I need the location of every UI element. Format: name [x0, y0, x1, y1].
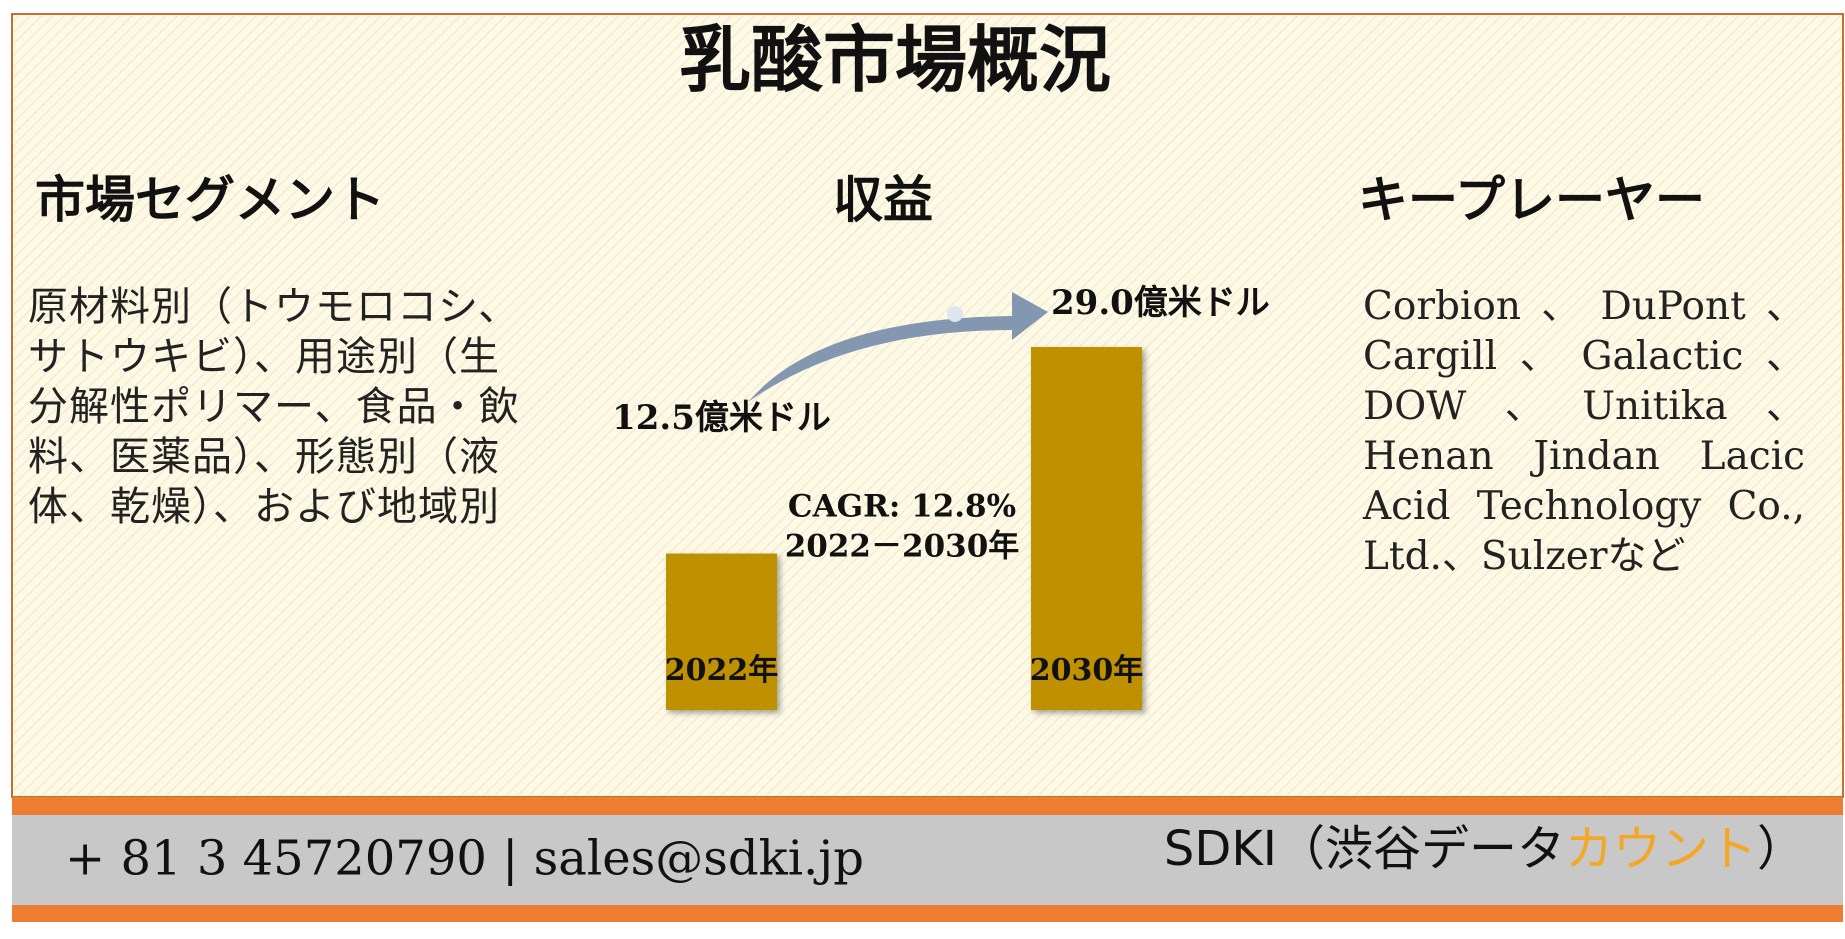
segment-heading: 市場セグメント — [35, 170, 385, 229]
players-text: Corbion、DuPont、Cargill、Galactic、DOW、Unit… — [1363, 284, 1805, 579]
category-label: 2022年 — [665, 653, 779, 688]
footer-bg — [12, 815, 1843, 905]
value-label: 12.5億米ドル — [612, 398, 831, 438]
players-heading: キープレーヤー — [1358, 170, 1705, 229]
segment-text: 原材料別（トウモロコシ、サトウキビ）、用途別（生分解性ポリマー、食品・飲料、医薬… — [28, 284, 520, 530]
growth-arrow — [748, 292, 1048, 402]
arrow-dot — [947, 306, 963, 322]
title: 乳酸市場概況 — [679, 17, 1111, 102]
panel — [11, 13, 1844, 798]
revenue-heading: 収益 — [833, 170, 933, 229]
brand-end: ） — [1757, 821, 1805, 877]
brand-text: SDKI（渋谷データ — [1164, 821, 1565, 877]
brand-highlight: カウント — [1565, 821, 1757, 877]
contact: + 81 3 45720790 | sales@sdki.jp — [65, 831, 864, 887]
bar — [1031, 347, 1142, 710]
brand: SDKI（渋谷データカウント） — [1164, 821, 1805, 877]
annotation: CAGR: 12.8% — [788, 489, 1016, 525]
footer-band — [12, 797, 1843, 815]
category-label: 2030年 — [1030, 653, 1144, 688]
footer-band — [12, 905, 1843, 922]
bar — [666, 553, 777, 710]
annotation: 2022－2030年 — [785, 529, 1020, 565]
value-label: 29.0億米ドル — [1051, 283, 1270, 323]
